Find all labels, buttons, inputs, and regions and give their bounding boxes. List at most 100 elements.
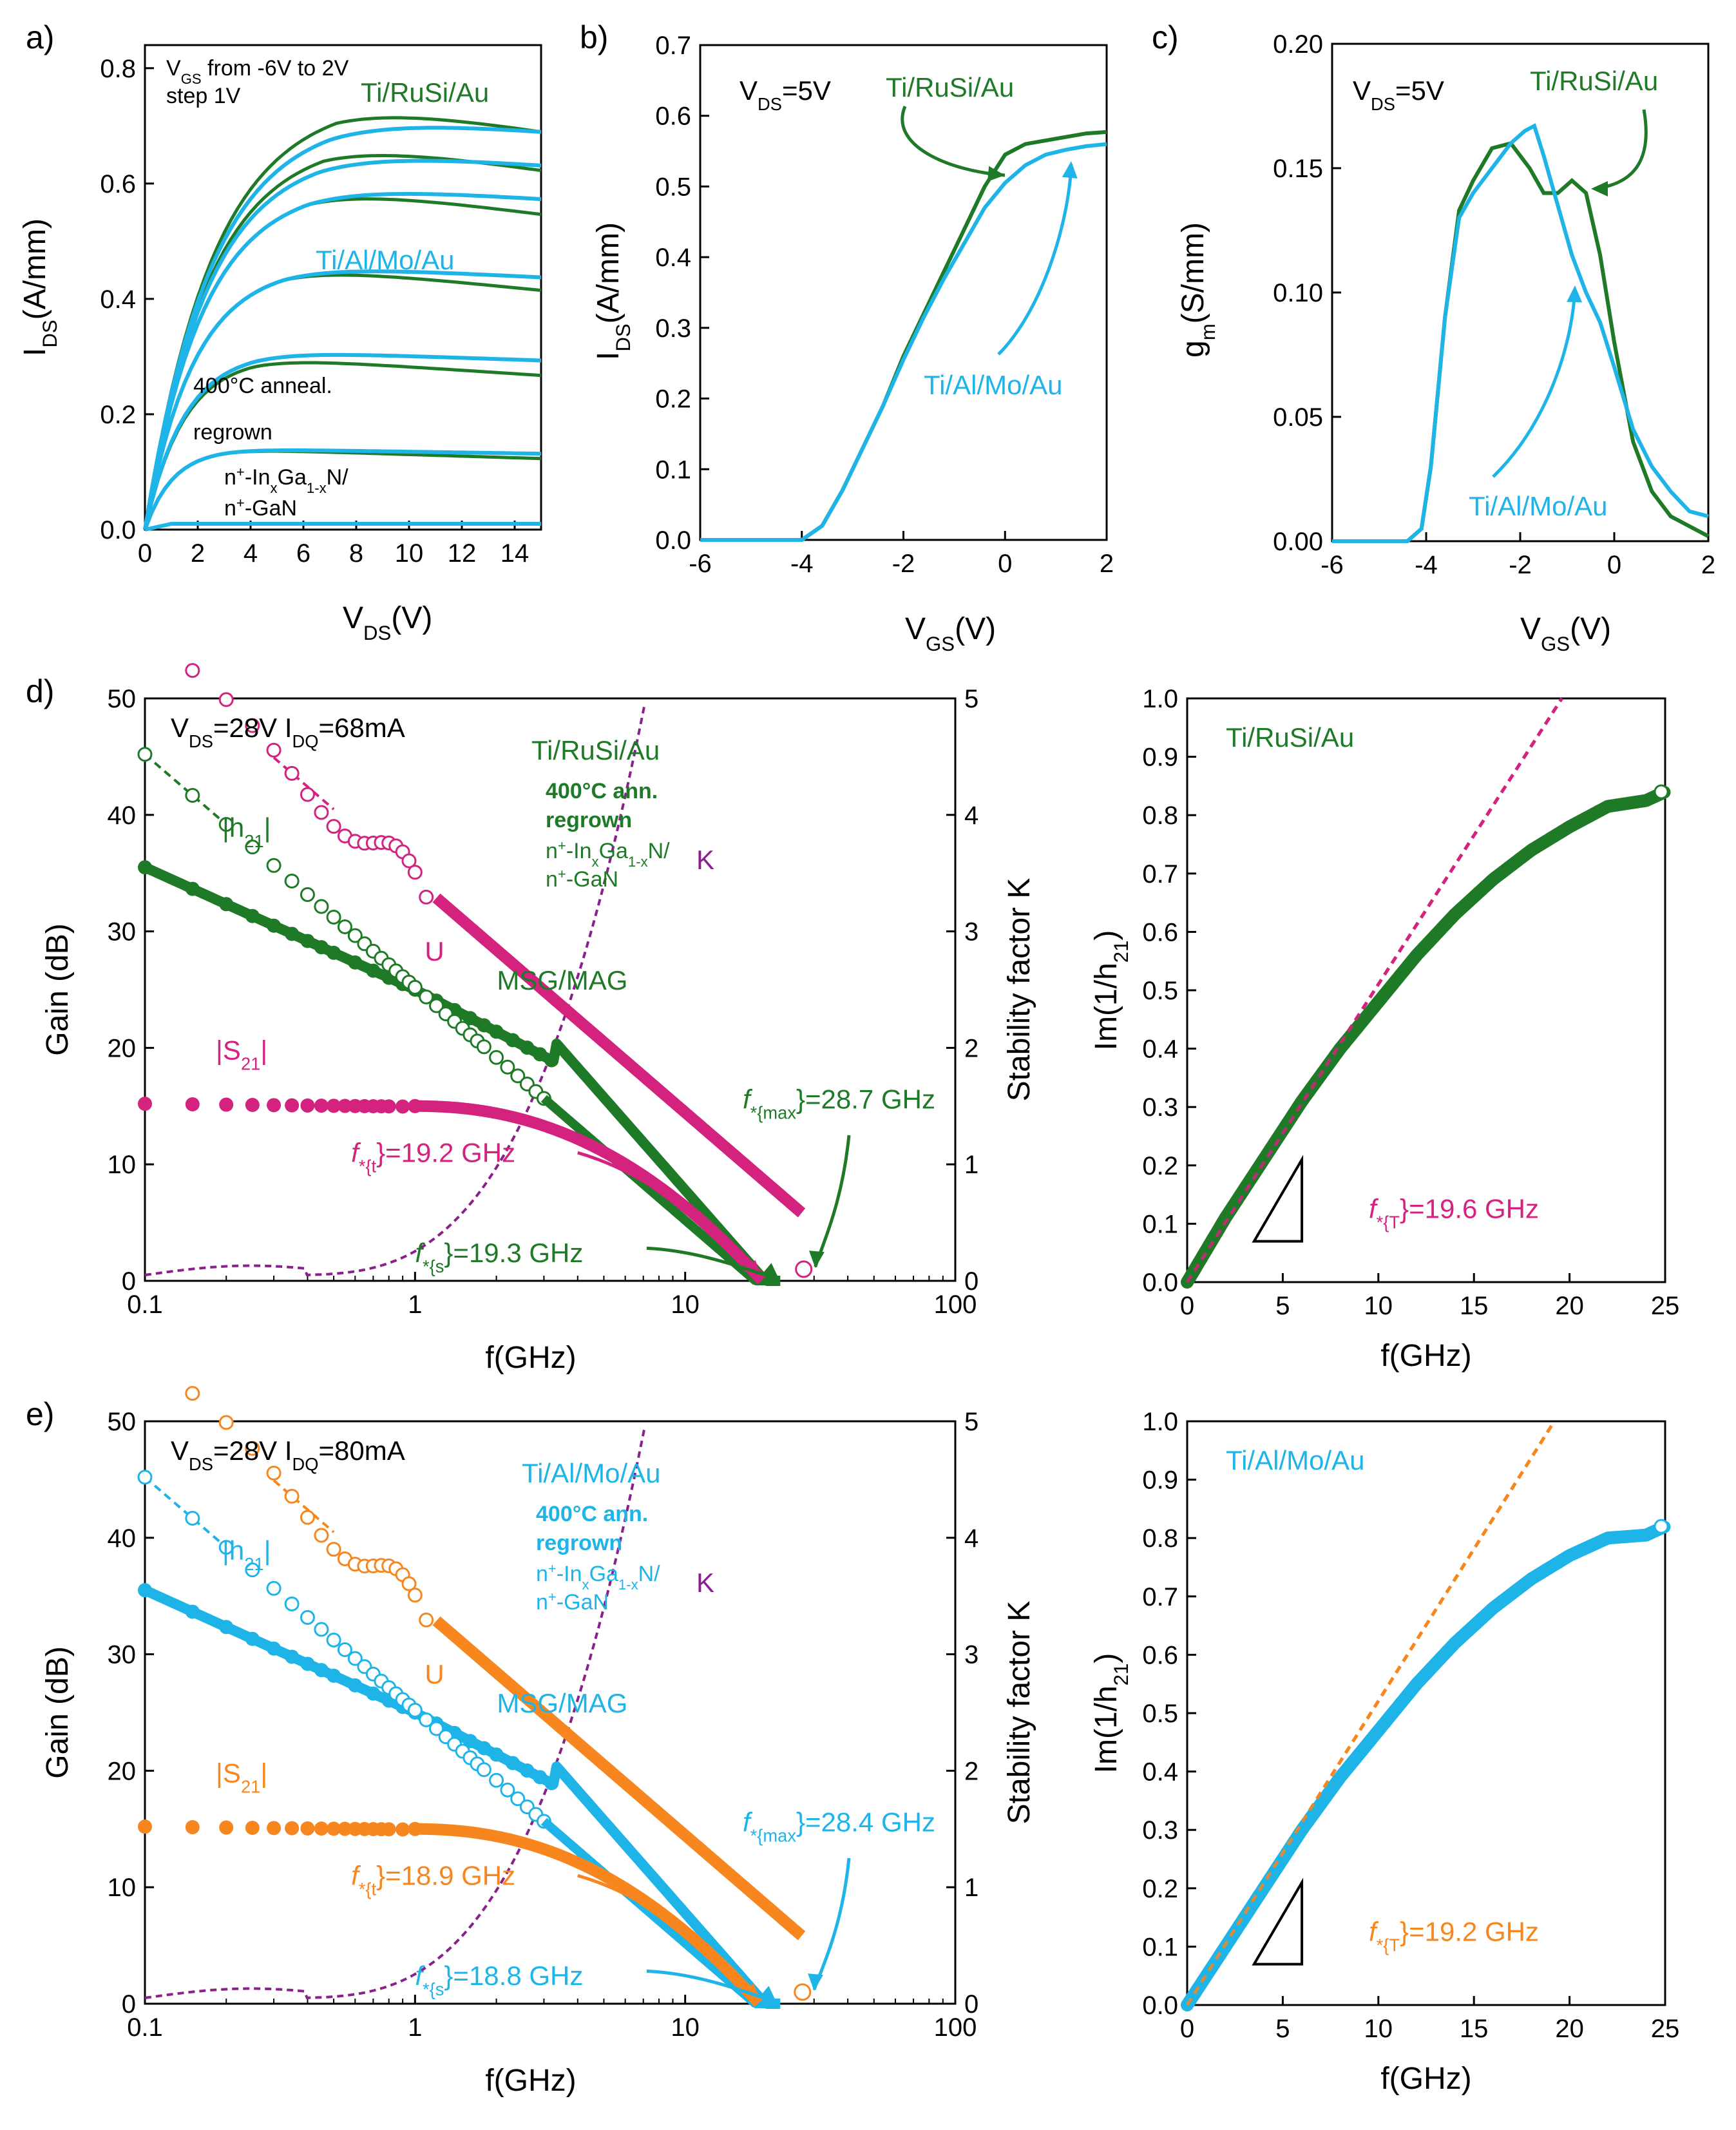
- label-k: K: [696, 1568, 714, 1598]
- y-tick-label: 0.0: [100, 516, 136, 544]
- x-tick-label: 2: [191, 539, 205, 568]
- y-tick-label: 0.9: [1142, 744, 1178, 772]
- y2-tick-label: 3: [964, 918, 978, 946]
- label-msg-mag: MSG/MAG: [497, 965, 627, 995]
- y-tick-label: 0.20: [1273, 30, 1323, 59]
- h21-marker: [510, 1791, 526, 1807]
- iv-curve-tialmoau-3: [143, 269, 542, 530]
- text-span: +: [548, 1589, 557, 1605]
- h21-band: [540, 1095, 774, 1285]
- iv-curve-tialmoau-1: [143, 158, 542, 530]
- y-tick-label: 0.8: [1142, 1524, 1178, 1553]
- y-tick-label: 40: [108, 801, 137, 830]
- x-tick-label: 5: [1275, 2015, 1290, 2043]
- label-fmax: f*{max}=28.4 GHz: [743, 1807, 935, 1845]
- text-span: n: [224, 496, 236, 521]
- text-span: -GaN: [566, 867, 618, 892]
- h21-marker: [347, 928, 363, 943]
- s21-marker: [285, 1098, 300, 1113]
- text-span: Ga: [599, 839, 628, 863]
- text-span: V: [739, 75, 758, 106]
- y-tick-label: 0.3: [1142, 1093, 1178, 1122]
- text-span: n: [546, 867, 558, 892]
- arrow-fmax: [814, 1135, 851, 1268]
- x-tick-label: 10: [671, 2013, 700, 2042]
- y-tick-label: 0.6: [1142, 1641, 1178, 1669]
- plot-frame: [144, 697, 957, 1282]
- text-span: =68mA: [319, 713, 405, 743]
- annotation-gan: n+-GaN: [224, 495, 297, 521]
- y2-tick-label: 5: [964, 685, 978, 713]
- text-span: N/: [638, 1562, 661, 1586]
- h21-marker: [419, 1712, 434, 1727]
- text-span: DQ: [292, 1454, 319, 1474]
- text-span: -GaN: [557, 1590, 609, 1615]
- y2-tick-label: 1: [964, 1151, 978, 1179]
- text-span: +: [236, 464, 245, 480]
- text-span: V: [166, 56, 181, 81]
- h21-marker: [266, 1580, 281, 1596]
- h21-marker: [337, 919, 352, 934]
- y-tick-label: 0.2: [100, 401, 136, 429]
- x-axis-label: VGS(V): [905, 612, 996, 655]
- s21-marker: [338, 1099, 352, 1113]
- text-span: }=19.2 GHz: [1400, 1916, 1539, 1946]
- y-tick-label: 20: [108, 1034, 137, 1062]
- x-axis-label: f(GHz): [485, 2064, 576, 2098]
- x-tick-label: 15: [1460, 1292, 1489, 1320]
- h21-marker: [284, 1597, 300, 1612]
- u-marker: [245, 1441, 260, 1456]
- text-span: (V): [955, 612, 996, 646]
- text-span: DS: [1371, 94, 1395, 114]
- x-tick-label: 25: [1651, 1292, 1680, 1320]
- y2-axis-label: Stability factor K: [1002, 878, 1036, 1102]
- panel-label-c: c): [1152, 19, 1179, 55]
- x-tick-label: 1: [408, 2013, 422, 2042]
- s21-marker: [219, 1097, 234, 1112]
- text-span: +: [548, 1560, 557, 1577]
- text-span: DS: [189, 1454, 213, 1474]
- arrow-head: [808, 1251, 825, 1269]
- msg-mag-band: [142, 1585, 783, 2009]
- label-fs: f*{s}=18.8 GHz: [415, 1961, 583, 1999]
- annotation-anneal: 400°C ann.: [536, 1502, 648, 1526]
- h21-extrapolation: [144, 753, 227, 826]
- text-span: 1-x: [628, 854, 648, 870]
- y-tick-label: 0.5: [1142, 1700, 1178, 1728]
- y-tick-label: 0.2: [1142, 1152, 1178, 1180]
- text-span: }=19.6 GHz: [1400, 1193, 1539, 1223]
- h21-marker: [314, 899, 329, 914]
- annotation-ingan: n+-InxGa1-xN/: [546, 838, 670, 870]
- x-tick-label: 10: [395, 539, 424, 568]
- label-h21: |h21|: [222, 812, 271, 851]
- y-axis-label: IDS(A/mm): [18, 218, 61, 356]
- plot-frame: [144, 44, 542, 531]
- text-span: *{t: [359, 1879, 377, 1899]
- y2-tick-label: 4: [964, 801, 978, 830]
- h21-marker: [326, 910, 341, 925]
- text-span: (S/mm): [1176, 222, 1210, 323]
- u-marker: [401, 1576, 417, 1591]
- text-span: V: [1520, 612, 1541, 646]
- y-tick-label: 0.15: [1273, 155, 1323, 183]
- x-tick-label: 0: [998, 550, 1012, 578]
- label-msg-mag: MSG/MAG: [497, 1688, 627, 1718]
- y-tick-label: 0.0: [1142, 1269, 1178, 1297]
- s21-marker: [314, 1821, 329, 1836]
- text-span: V: [343, 601, 363, 635]
- u-marker: [218, 692, 234, 707]
- text-span: 1-x: [618, 1577, 638, 1593]
- label-ti-rusi-au: Ti/RuSi/Au: [1530, 66, 1658, 96]
- annotation-bias: VDS=28V IDQ=68mA: [171, 713, 405, 751]
- fmax-marker: [794, 1983, 812, 2001]
- text-span: }=19.3 GHz: [444, 1238, 583, 1268]
- y-axis-label: gm(S/mm): [1176, 222, 1219, 358]
- im-h21-curve: [1181, 785, 1671, 1289]
- y-tick-label: 40: [108, 1524, 137, 1553]
- s21-marker: [185, 1819, 200, 1834]
- text-span: 21: [241, 1053, 260, 1073]
- s21-marker: [300, 1821, 315, 1836]
- text-span: -In: [557, 1562, 582, 1586]
- y-tick-label: 0.0: [655, 526, 691, 555]
- u-marker: [185, 1386, 200, 1401]
